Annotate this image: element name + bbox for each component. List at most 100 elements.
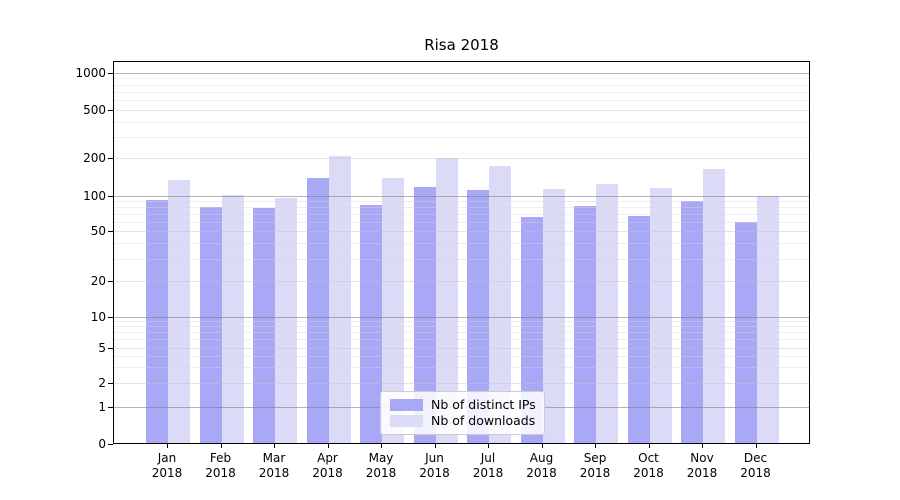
y-tick-label: 1 [98, 399, 106, 414]
gridline-600 [114, 100, 809, 102]
gridline-400 [114, 121, 809, 123]
bar-oct-downloads [649, 187, 672, 443]
bar-mar-distinct-ips [253, 207, 275, 443]
bar-sep-distinct-ips [574, 206, 596, 443]
gridline-300 [114, 136, 809, 138]
x-tick-label: Aug 2018 [515, 451, 569, 480]
x-tick-mark [595, 444, 596, 448]
y-tick-mark [108, 443, 113, 445]
x-tick-year: 2018 [312, 465, 343, 480]
x-tick-month: May [368, 451, 394, 465]
x-tick-label: Sep 2018 [568, 451, 622, 480]
gridline-100 [114, 196, 809, 197]
gridline-800 [114, 84, 809, 86]
x-tick-label: Nov 2018 [675, 451, 729, 480]
y-tick-label: 100 [83, 189, 106, 203]
x-tick-mark [327, 444, 329, 448]
x-tick-label: Mar 2018 [247, 451, 301, 480]
x-tick-label: Jul 2018 [461, 451, 515, 480]
x-tick-mark [541, 444, 543, 448]
gridline-500 [114, 110, 809, 111]
bar-feb-distinct-ips [199, 207, 222, 443]
y-tick-mark [108, 316, 113, 318]
bar-apr-downloads [328, 155, 351, 443]
gridline-80 [114, 207, 809, 209]
x-tick-mark [488, 444, 489, 448]
gridline-90 [114, 201, 809, 203]
y-tick-mark [108, 196, 113, 197]
x-tick-year: 2018 [365, 465, 397, 480]
x-tick-mark [381, 444, 382, 448]
gridline-2 [114, 383, 809, 384]
gridline-50 [114, 231, 809, 232]
x-tick-month: Feb [209, 451, 232, 465]
y-tick-label: 500 [83, 103, 106, 117]
x-tick-month: Sep [583, 451, 607, 465]
gridline-20 [114, 281, 809, 282]
bar-aug-distinct-ips [520, 216, 543, 443]
y-tick-label: 2 [98, 376, 106, 390]
y-tick-mark [108, 158, 113, 160]
x-tick-month: Mar [262, 451, 286, 465]
y-tick-label: 5 [98, 340, 106, 355]
bar-jul-downloads [489, 165, 511, 443]
legend-item: Nb of downloads [390, 413, 535, 429]
x-tick-label: Feb 2018 [194, 451, 248, 480]
plot-area [113, 61, 810, 444]
gridline-700 [114, 91, 809, 93]
bar-nov-distinct-ips [681, 200, 703, 443]
y-tick-label: 20 [90, 274, 106, 288]
y-tick-label: 10 [90, 309, 106, 324]
gridline-4 [114, 356, 809, 358]
x-tick-label: Jan 2018 [140, 451, 194, 480]
x-tick-label: May 2018 [354, 451, 408, 480]
gridline-6 [114, 339, 809, 341]
x-tick-label: Dec 2018 [729, 451, 783, 480]
x-tick-month: Dec [743, 451, 768, 465]
legend-item: Nb of distinct IPs [390, 397, 536, 413]
bar-dec-distinct-ips [734, 221, 757, 443]
legend-label: Nb of downloads [431, 413, 536, 428]
y-tick-mark [108, 281, 113, 282]
y-tick-label: 1000 [75, 65, 106, 80]
x-tick-year: 2018 [472, 465, 504, 480]
y-tick-mark [108, 347, 113, 349]
y-tick-label: 0 [98, 436, 106, 451]
gridline-30 [114, 258, 809, 260]
x-tick-year: 2018 [526, 465, 557, 480]
y-tick-label: 50 [90, 224, 106, 238]
x-tick-year: 2018 [205, 465, 236, 480]
gridline-900 [114, 78, 809, 80]
bar-apr-distinct-ips [306, 177, 329, 443]
x-tick-year: 2018 [686, 465, 718, 480]
y-tick-mark [108, 72, 113, 74]
bar-dec-downloads [756, 196, 779, 443]
legend-label: Nb of distinct IPs [431, 397, 536, 412]
gridline-3 [114, 367, 809, 369]
y-tick-mark [108, 406, 113, 408]
bar-may-distinct-ips [360, 205, 382, 443]
gridline-70 [114, 214, 809, 215]
x-tick-year: 2018 [579, 465, 611, 480]
bar-mar-downloads [275, 198, 297, 443]
bar-nov-downloads [703, 168, 725, 443]
x-tick-year: 2018 [419, 465, 450, 480]
x-tick-mark [167, 444, 168, 448]
gridline-9 [114, 321, 809, 323]
bar-may-downloads [382, 178, 404, 443]
y-tick-mark [108, 231, 113, 232]
x-tick-year: 2018 [633, 465, 664, 480]
y-tick-mark [108, 383, 113, 384]
x-tick-mark [702, 444, 703, 448]
gridline-200 [114, 158, 809, 160]
x-tick-month: Nov [690, 451, 714, 465]
gridline-5 [114, 347, 809, 349]
x-tick-month: Jul [480, 451, 496, 465]
bar-jun-downloads [435, 157, 458, 443]
x-tick-mark [220, 444, 222, 448]
chart-title: Risa 2018 [424, 36, 499, 54]
gridline-7 [114, 332, 809, 334]
gridline-10 [114, 316, 809, 318]
x-tick-mark [755, 444, 757, 448]
